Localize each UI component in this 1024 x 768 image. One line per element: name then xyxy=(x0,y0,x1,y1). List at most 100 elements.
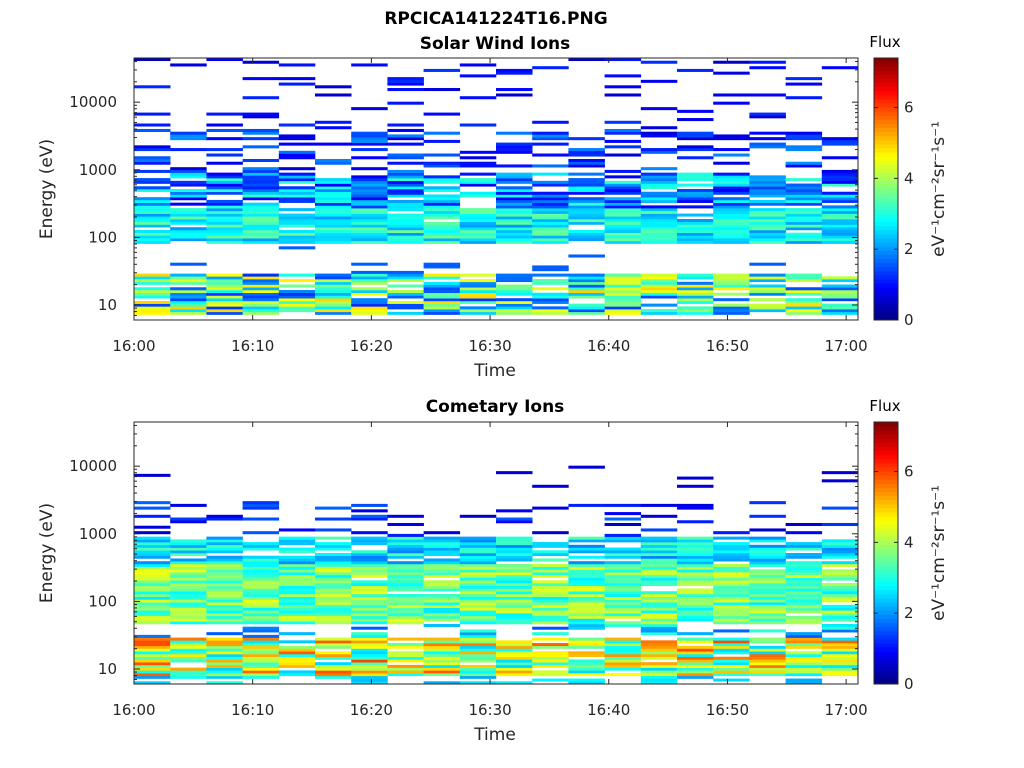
spectrogram-cell xyxy=(242,604,280,608)
spectrogram-cell xyxy=(351,618,388,622)
spectrogram-cell xyxy=(423,607,461,611)
spectrogram-cell xyxy=(532,142,569,146)
spectrogram-cell xyxy=(387,156,424,160)
colorbar-tick-label: 0 xyxy=(904,675,914,693)
spectrogram-cell xyxy=(677,667,714,671)
spectrogram-cell xyxy=(170,637,207,641)
spectrogram-cell xyxy=(749,659,786,663)
spectrogram-cell xyxy=(170,216,207,220)
spectrogram-cell xyxy=(713,648,750,652)
spectrogram-cell xyxy=(278,563,316,567)
spectrogram-cell xyxy=(785,208,823,212)
spectrogram-cell xyxy=(278,542,316,546)
spectrogram-cell xyxy=(785,572,823,576)
spectrogram-cell xyxy=(604,550,642,554)
spectrogram-cell xyxy=(532,651,569,655)
spectrogram-cell xyxy=(821,662,859,666)
x-tick-label: 17:00 xyxy=(825,701,868,719)
spectrogram-cell xyxy=(532,544,569,548)
spectrogram-cell xyxy=(532,197,569,201)
spectrogram-cell xyxy=(206,670,243,674)
spectrogram-cell xyxy=(496,645,533,649)
spectrogram-cell xyxy=(134,219,171,223)
spectrogram-cell xyxy=(242,295,280,299)
spectrogram-cell xyxy=(170,219,207,223)
spectrogram-cell xyxy=(387,618,424,622)
spectrogram-cell xyxy=(459,574,497,578)
spectrogram-cell xyxy=(713,309,750,313)
spectrogram-cell xyxy=(423,197,461,201)
spectrogram-cell xyxy=(134,161,171,165)
spectrogram-cell xyxy=(532,553,569,557)
spectrogram-cell xyxy=(496,547,533,551)
figure-title: RPCICA141224T16.PNG xyxy=(384,9,607,29)
spectrogram-cell xyxy=(206,664,243,668)
spectrogram-cell xyxy=(677,574,714,578)
spectrogram-cell xyxy=(134,648,171,652)
spectrogram-cell xyxy=(821,295,859,299)
spectrogram-cell xyxy=(749,664,786,668)
spectrogram-cell xyxy=(677,172,714,176)
colorbar-swatch xyxy=(874,127,898,133)
spectrogram-cell xyxy=(713,199,750,203)
colorbar-swatch xyxy=(874,287,898,292)
spectrogram-cell xyxy=(459,653,497,658)
spectrogram-cell xyxy=(206,585,243,589)
spectrogram-cell xyxy=(351,563,388,567)
spectrogram-cell xyxy=(242,180,280,184)
spectrogram-cell xyxy=(206,189,243,193)
spectrogram-cell xyxy=(423,643,461,647)
spectrogram-cell xyxy=(713,191,750,195)
spectrogram-cell xyxy=(206,161,243,165)
spectrogram-cell xyxy=(134,566,171,570)
colorbar-swatch xyxy=(874,238,898,243)
spectrogram-cell xyxy=(387,610,424,614)
spectrogram-cell xyxy=(351,289,388,294)
spectrogram-cell xyxy=(568,287,605,291)
spectrogram-cell xyxy=(459,610,497,614)
spectrogram-cell xyxy=(423,235,461,239)
spectrogram-cell xyxy=(532,210,569,214)
x-tick-label: 16:00 xyxy=(112,701,155,719)
spectrogram-cell xyxy=(821,542,859,546)
colorbar-swatch xyxy=(874,291,898,296)
spectrogram-cell xyxy=(315,574,352,578)
spectrogram-cell xyxy=(315,585,352,589)
spectrogram-cell xyxy=(170,577,207,581)
spectrogram-cell xyxy=(677,213,714,217)
spectrogram-cell xyxy=(242,664,280,668)
spectrogram-cell xyxy=(713,213,750,217)
spectrogram-cell xyxy=(242,659,280,663)
spectrogram-cell xyxy=(351,648,388,652)
spectrogram-cell xyxy=(278,306,316,310)
spectrogram-cell xyxy=(278,208,316,212)
spectrogram-cell xyxy=(677,542,714,546)
spectrogram-cell xyxy=(749,653,786,658)
spectrogram-cell xyxy=(568,158,605,163)
spectrogram-cell xyxy=(604,306,642,310)
spectrogram-cell xyxy=(713,583,750,587)
spectrogram-cell xyxy=(713,186,750,190)
spectrogram-cell xyxy=(315,572,352,576)
colorbar-swatch xyxy=(874,589,898,595)
spectrogram-cell xyxy=(496,471,533,475)
spectrogram-cell xyxy=(496,542,533,546)
spectrogram-cell xyxy=(351,670,388,674)
spectrogram-cell xyxy=(604,213,642,217)
colorbar-swatch xyxy=(874,540,898,546)
spectrogram-cell xyxy=(677,645,714,649)
spectrogram-cell xyxy=(785,199,823,203)
spectrogram-cell xyxy=(459,306,497,310)
spectrogram-cell xyxy=(532,131,569,135)
spectrogram-cell xyxy=(532,224,569,228)
spectrogram-cell xyxy=(749,235,786,239)
spectrogram-cell xyxy=(604,566,642,570)
spectrogram-cell xyxy=(351,681,388,685)
x-tick-label: 16:50 xyxy=(706,337,749,355)
colorbar-swatch xyxy=(874,643,898,648)
spectrogram-cell xyxy=(604,667,642,671)
spectrogram-cell xyxy=(713,232,750,236)
spectrogram-cell xyxy=(749,544,786,548)
spectrogram-cell xyxy=(351,298,388,302)
spectrogram-cell xyxy=(821,591,859,595)
